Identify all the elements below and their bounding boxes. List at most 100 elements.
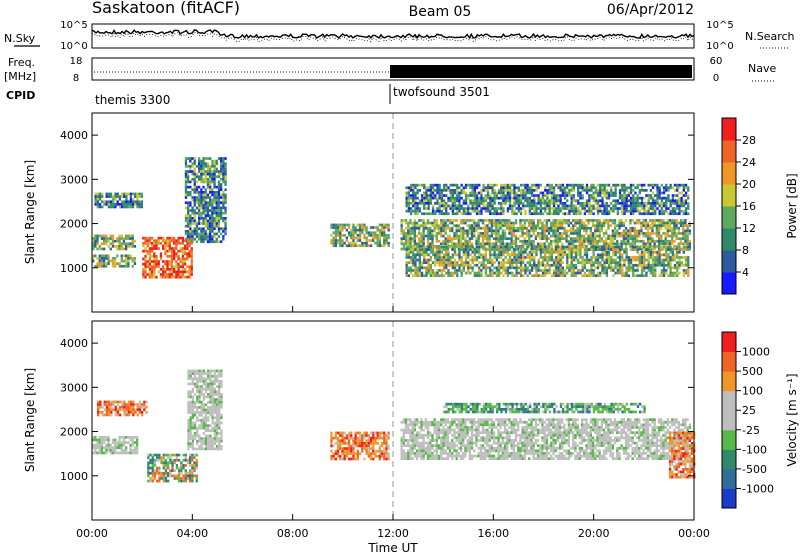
power-cell: [429, 229, 432, 233]
power-cell: [649, 248, 652, 251]
velocity-cell: [94, 449, 97, 452]
power-cell: [539, 245, 542, 249]
power-cell: [136, 192, 139, 196]
power-cell: [638, 209, 641, 213]
power-cell: [206, 167, 210, 171]
power-cell: [533, 250, 536, 254]
power-cell: [563, 194, 567, 197]
velocity-cell: [122, 438, 126, 442]
power-cell: [217, 214, 221, 218]
power-cell: [478, 253, 481, 257]
power-cell: [411, 237, 414, 240]
power-cell: [100, 254, 104, 258]
power-cell: [372, 239, 375, 242]
power-cell: [175, 270, 178, 274]
velocity-cell: [103, 400, 106, 404]
power-cell: [616, 202, 619, 205]
power-cell: [557, 256, 560, 259]
power-cell: [555, 196, 558, 200]
power-cell: [374, 241, 377, 245]
power-cell: [618, 232, 621, 235]
power-cell: [526, 253, 529, 257]
power-cell: [409, 258, 413, 262]
power-cell: [407, 189, 410, 192]
power-cell: [447, 212, 450, 216]
power-cell: [539, 199, 542, 203]
power-cell: [646, 237, 650, 240]
power-cell: [671, 271, 674, 275]
power-cell: [605, 256, 608, 259]
power-cell: [552, 212, 556, 216]
power-cell: [548, 212, 551, 216]
power-cell: [363, 234, 366, 237]
power-cell: [622, 232, 625, 235]
power-cell: [416, 209, 419, 213]
power-cell: [405, 199, 408, 203]
power-cell: [592, 261, 595, 264]
power-cell: [585, 248, 589, 251]
power-cell: [548, 250, 551, 254]
power-cell: [195, 198, 199, 202]
power-cell: [98, 234, 101, 238]
power-cell: [469, 191, 472, 195]
power-cell: [181, 262, 185, 266]
power-cell: [136, 203, 139, 206]
power-cell: [585, 189, 589, 192]
power-cell: [120, 245, 123, 248]
power-cell: [627, 232, 630, 235]
power-cell: [621, 258, 624, 262]
power-cell: [184, 252, 187, 256]
power-cell: [669, 202, 672, 205]
power-cell: [155, 260, 158, 263]
power-cell: [646, 234, 650, 238]
power-cell: [552, 229, 555, 233]
power-cell: [217, 157, 221, 160]
power-cell: [523, 221, 526, 225]
power-cell: [447, 196, 450, 200]
power-cell: [640, 226, 643, 230]
velocity-cell: [98, 451, 101, 455]
power-cell: [623, 258, 626, 262]
power-cell: [495, 219, 498, 222]
power-cell: [544, 269, 547, 272]
power-cell: [572, 247, 575, 251]
power-cell: [470, 242, 474, 246]
power-cell: [170, 268, 174, 271]
power-cell: [431, 242, 434, 246]
power-cell: [673, 226, 676, 230]
power-cell: [184, 217, 188, 220]
power-cell: [687, 196, 690, 200]
velocity-cell: [153, 469, 157, 472]
power-cell: [146, 252, 149, 256]
power-cell: [100, 257, 104, 260]
power-cell: [602, 232, 606, 235]
power-cell: [407, 202, 410, 205]
power-cell: [114, 205, 117, 209]
power-cell: [202, 222, 205, 225]
power-cell: [600, 239, 603, 243]
power-cell: [590, 274, 593, 277]
power-cell: [473, 189, 476, 192]
power-cell: [418, 242, 421, 246]
power-cell: [224, 180, 227, 184]
power-cell: [513, 189, 516, 192]
power-cell: [222, 178, 225, 181]
power-cell: [605, 219, 608, 222]
power-cell: [175, 255, 178, 258]
power-cell: [387, 228, 390, 232]
power-cell: [638, 202, 641, 205]
power-cell: [107, 254, 110, 258]
power-cell: [105, 203, 108, 206]
velocity-cell: [129, 446, 132, 450]
power-cell: [535, 207, 538, 210]
power-cell: [535, 271, 538, 275]
power-cell: [596, 248, 600, 251]
power-cell: [209, 198, 212, 202]
power-cell: [200, 196, 203, 199]
power-cell: [224, 178, 227, 181]
velocity-cell: [105, 436, 108, 439]
power-cell: [484, 234, 487, 238]
power-cell: [217, 175, 221, 179]
power-cell: [658, 189, 661, 192]
power-cell: [217, 240, 221, 244]
